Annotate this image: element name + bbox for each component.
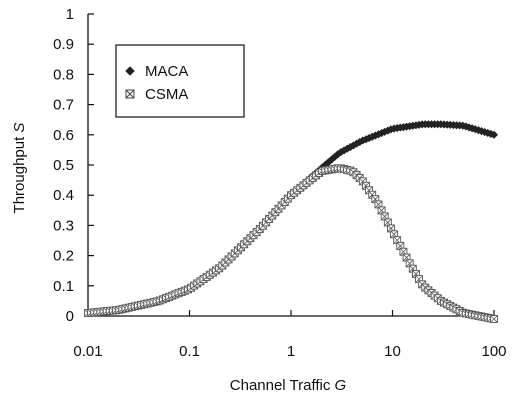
y-tick-label: 0.7 — [53, 97, 74, 114]
y-axis-label-main: Throughput — [11, 133, 28, 214]
legend-label-csma: CSMA — [145, 86, 188, 103]
series-csma — [84, 164, 498, 323]
y-axis-label-var: S — [11, 123, 28, 133]
legend-box — [115, 44, 245, 118]
y-tick-label: 0.1 — [53, 278, 74, 295]
y-tick-label: 0.3 — [53, 217, 74, 234]
y-tick-label: 0.2 — [53, 248, 74, 265]
y-tick-label: 1 — [66, 6, 74, 23]
csma-point — [405, 259, 414, 268]
y-tick-label: 0.5 — [53, 157, 74, 174]
legend-marker-maca — [125, 66, 135, 76]
x-tick-label: 0.1 — [179, 343, 200, 360]
x-axis-label: Channel Traffic G — [230, 377, 347, 394]
y-tick-label: 0.8 — [53, 66, 74, 83]
csma-point — [490, 315, 498, 323]
x-axis-label-var: G — [335, 377, 347, 394]
x-tick-label: 100 — [481, 343, 506, 360]
y-tick-label: 0.9 — [53, 36, 74, 53]
y-tick-label: 0.4 — [53, 187, 74, 204]
y-axis-label: Throughput S — [11, 123, 28, 214]
maca-point — [489, 130, 499, 139]
x-tick-label: 1 — [287, 343, 295, 360]
y-tick-label: 0 — [66, 308, 74, 325]
series-maca — [83, 120, 499, 318]
x-tick-label: 0.01 — [73, 343, 102, 360]
x-axis-label-main: Channel Traffic — [230, 377, 335, 394]
y-tick-label: 0.6 — [53, 127, 74, 144]
x-tick-label: 10 — [384, 343, 401, 360]
legend-marker-csma — [125, 89, 135, 99]
legend-label-maca: MACA — [145, 63, 188, 80]
